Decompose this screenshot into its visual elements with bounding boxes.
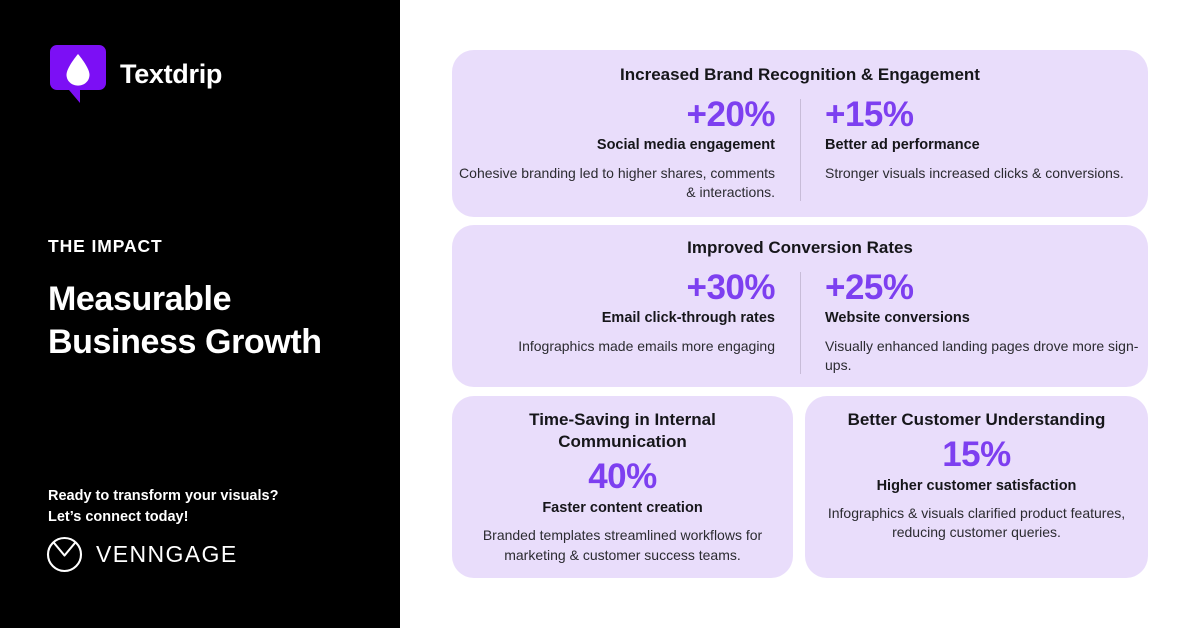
headline-block: THE IMPACT Measurable Business Growth <box>48 236 378 364</box>
stat-label: Faster content creation <box>542 500 703 517</box>
page-title-line-2: Business Growth <box>48 323 322 362</box>
stat-value: +20% <box>686 95 776 135</box>
stat-column: +15% Better ad performance Stronger visu… <box>800 95 1148 203</box>
stat-column: +30% Email click-through rates Infograph… <box>452 268 800 376</box>
stat-description: Infographics made emails more engaging <box>518 338 775 355</box>
stat-description: Stronger visuals increased clicks & conv… <box>825 165 1124 182</box>
stat-description: Visually enhanced landing pages drove mo… <box>825 338 1139 374</box>
page-title-line-1: Measurable <box>48 280 232 318</box>
stat-description: Cohesive branding led to higher shares, … <box>459 165 775 201</box>
eyebrow-label: THE IMPACT <box>48 236 163 256</box>
stat-column: 15% Higher customer satisfaction Infogra… <box>805 435 1148 543</box>
stat-label: Higher customer satisfaction <box>876 478 1077 495</box>
stat-column: +25% Website conversions Visually enhanc… <box>800 268 1148 376</box>
stat-label: Better ad performance <box>825 137 980 154</box>
stat-card-brand-recognition: Increased Brand Recognition & Engagement… <box>452 50 1148 217</box>
stat-split: +30% Email click-through rates Infograph… <box>452 268 1148 376</box>
column-divider <box>800 99 801 201</box>
stat-card-time-saving: Time-Saving in Internal Communication 40… <box>452 396 793 578</box>
column-divider <box>800 272 801 374</box>
stat-card-customer-understanding: Better Customer Understanding 15% Higher… <box>805 396 1148 578</box>
card-title: Increased Brand Recognition & Engagement <box>620 65 980 84</box>
stat-column: 40% Faster content creation Branded temp… <box>452 457 793 565</box>
stat-label: Social media engagement <box>596 137 775 154</box>
cta-block: Ready to transform your visuals? Let’s c… <box>48 486 378 527</box>
stat-split: +20% Social media engagement Cohesive br… <box>452 95 1148 203</box>
stat-value: +15% <box>825 95 914 135</box>
stat-label: Email click-through rates <box>601 310 775 327</box>
cta-line-1: Ready to transform your visuals? <box>48 488 279 504</box>
stat-card-conversion-rates: Improved Conversion Rates +30% Email cli… <box>452 225 1148 387</box>
card-title: Improved Conversion Rates <box>687 238 913 257</box>
card-title: Time-Saving in Internal Communication <box>529 410 716 452</box>
cta-line-2: Let’s connect today! <box>48 508 189 525</box>
page-title: Measurable Business Growth <box>48 278 378 364</box>
sidebar: Textdrip THE IMPACT Measurable Business … <box>0 0 400 628</box>
stats-card-grid: Increased Brand Recognition & Engagement… <box>400 0 1200 628</box>
stat-description: Infographics & visuals clarified product… <box>827 505 1126 541</box>
textdrip-droplet-speech-bubble-icon <box>50 45 106 103</box>
venngage-wordmark: VENNGAGE <box>96 541 238 567</box>
card-title: Better Customer Understanding <box>847 410 1106 429</box>
stat-value: 15% <box>942 435 1011 475</box>
stat-value: 40% <box>588 457 657 497</box>
venngage-circle-icon <box>46 536 83 573</box>
venngage-logo: VENNGAGE <box>46 536 238 573</box>
brand-name: Textdrip <box>120 58 223 89</box>
stat-value: +30% <box>686 268 776 308</box>
stat-column: +20% Social media engagement Cohesive br… <box>452 95 800 203</box>
brand-logo: Textdrip <box>50 45 222 103</box>
stat-label: Website conversions <box>825 310 970 327</box>
stat-description: Branded templates streamlined workflows … <box>482 527 763 563</box>
stat-value: +25% <box>825 268 914 308</box>
